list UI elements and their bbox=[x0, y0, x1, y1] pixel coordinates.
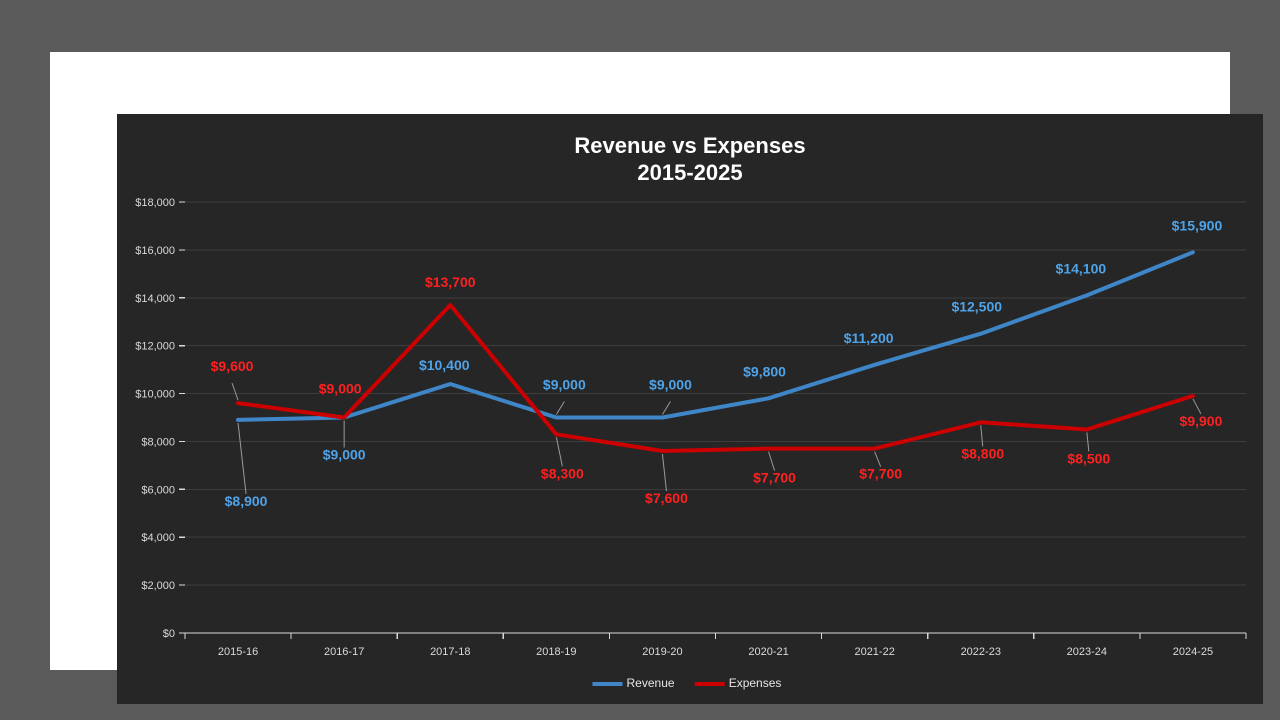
data-label-leader-line bbox=[231, 382, 239, 401]
x-axis-tick-label: 2020-21 bbox=[748, 646, 788, 658]
data-point-labels: $8,900 $9,000 $10,400 $9,000 $9,000 $9,800 $11… bbox=[209, 216, 1223, 510]
data-label-revenue: $11,200 bbox=[844, 330, 894, 346]
legend-label-expenses[interactable]: Expenses bbox=[729, 676, 782, 690]
x-axis-tick-label: 2015-16 bbox=[218, 646, 258, 658]
data-label-expenses: $7,700 bbox=[859, 466, 902, 482]
chart-title: Revenue vs Expenses bbox=[574, 133, 805, 158]
data-label-revenue: $9,000 bbox=[543, 377, 586, 393]
y-axis-tick-label: $0 bbox=[163, 628, 175, 640]
y-axis-tick-label: $2,000 bbox=[141, 580, 175, 592]
x-axis-tick-label: 2019-20 bbox=[642, 646, 682, 658]
data-label-expenses: $8,800 bbox=[961, 445, 1004, 461]
series-line-expenses[interactable] bbox=[236, 303, 1195, 453]
data-series-group[interactable] bbox=[236, 250, 1195, 453]
data-label-leader-lines bbox=[231, 382, 1202, 494]
x-axis-tick-label: 2024-25 bbox=[1173, 646, 1213, 658]
x-axis-tick-label: 2017-18 bbox=[430, 646, 470, 658]
data-label-leader-line bbox=[662, 401, 671, 415]
x-axis-tick-label: 2022-23 bbox=[961, 646, 1001, 658]
y-axis-tick-label: $4,000 bbox=[141, 532, 175, 544]
x-axis-tick-label: 2016-17 bbox=[324, 646, 364, 658]
y-axis-tick-labels: $0 $2,000 $4,000 $6,000 $8,000 $10,000 $12,000… bbox=[135, 197, 175, 640]
x-axis-tick-labels: 2015-16 2016-17 2017-18 2018-19 2019-20 2020-… bbox=[218, 646, 1213, 658]
x-axis-tick-label: 2023-24 bbox=[1067, 646, 1107, 658]
legend-label-revenue[interactable]: Revenue bbox=[627, 676, 675, 690]
data-label-leader-line bbox=[555, 437, 563, 467]
data-label-leader-line bbox=[768, 451, 776, 471]
series-line-revenue[interactable] bbox=[236, 250, 1195, 422]
data-label-leader-line bbox=[661, 453, 667, 492]
y-axis-tick-label: $8,000 bbox=[141, 436, 175, 448]
y-axis-tick-label: $14,000 bbox=[135, 293, 175, 305]
y-axis-tick-label: $12,000 bbox=[135, 341, 175, 353]
data-label-revenue: $12,500 bbox=[951, 299, 1002, 315]
data-label-leader-line bbox=[874, 451, 882, 467]
data-label-expenses: $9,600 bbox=[211, 358, 254, 374]
data-label-revenue: $8,900 bbox=[225, 493, 268, 509]
data-label-leader-line bbox=[555, 401, 565, 415]
data-label-leader-line bbox=[1192, 398, 1202, 415]
data-label-expenses: $13,700 bbox=[425, 274, 476, 290]
chart-plot-area[interactable]: $0 $2,000 $4,000 $6,000 $8,000 $10,000 $12,000… bbox=[117, 114, 1263, 704]
data-label-revenue: $9,000 bbox=[323, 447, 366, 463]
y-axis-tick-label: $18,000 bbox=[135, 197, 175, 209]
y-axis-tick-label: $10,000 bbox=[135, 389, 175, 401]
data-label-expenses: $9,900 bbox=[1180, 413, 1223, 429]
data-label-leader-line bbox=[237, 422, 247, 494]
y-axis-tick-label: $6,000 bbox=[141, 484, 175, 496]
x-axis-line-group bbox=[179, 201, 1247, 639]
data-label-expenses: $7,600 bbox=[645, 490, 688, 506]
revenue-vs-expenses-chart[interactable]: $0 $2,000 $4,000 $6,000 $8,000 $10,000 $12,000… bbox=[117, 114, 1263, 704]
data-label-revenue: $9,800 bbox=[743, 363, 786, 379]
data-label-expenses: $7,700 bbox=[753, 470, 796, 486]
chart-subtitle: 2015-2025 bbox=[637, 160, 742, 185]
data-label-revenue: $10,400 bbox=[419, 357, 470, 373]
chart-title-group: Revenue vs Expenses 2015-2025 bbox=[574, 133, 805, 185]
data-label-leader-line bbox=[1086, 432, 1090, 452]
data-label-revenue: $9,000 bbox=[649, 377, 692, 393]
gridlines-group bbox=[185, 201, 1246, 586]
y-axis-tick-label: $16,000 bbox=[135, 245, 175, 257]
x-axis-tick-label: 2018-19 bbox=[536, 646, 576, 658]
data-label-expenses: $8,500 bbox=[1067, 450, 1110, 466]
data-label-expenses: $9,000 bbox=[319, 381, 362, 397]
data-label-leader-line bbox=[980, 425, 984, 447]
data-label-expenses: $8,300 bbox=[541, 465, 584, 481]
slide-canvas: $0 $2,000 $4,000 $6,000 $8,000 $10,000 $12,000… bbox=[50, 52, 1263, 704]
chart-legend[interactable]: Revenue Expenses bbox=[592, 676, 782, 690]
data-label-revenue: $14,100 bbox=[1056, 260, 1107, 276]
data-label-revenue: $15,900 bbox=[1172, 217, 1223, 233]
x-axis-tick-label: 2021-22 bbox=[854, 646, 894, 658]
